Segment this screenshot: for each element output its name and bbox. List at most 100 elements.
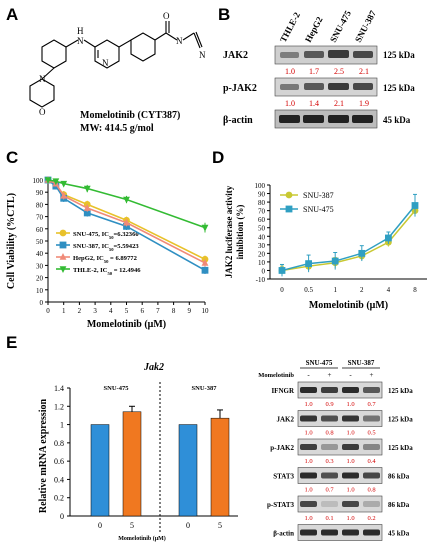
chart-title: Jak2	[143, 362, 164, 373]
x-axis-label: Momelotinib (μM)	[309, 300, 388, 311]
atom-label-n-amide: N	[176, 36, 183, 46]
panel-e-blot: SNU-475 SNU-387 Momelotinib - + - + IFNGR 125 kD…	[258, 359, 413, 541]
atom-label-n-pyr1: N	[102, 58, 109, 68]
legend-label: SNU-475	[303, 205, 334, 214]
y-axis-label: Relative mRNA expression	[38, 398, 49, 513]
y-tick-label: 20	[258, 250, 266, 258]
x-tick-label: 1	[333, 286, 337, 294]
x-tick-label: 2	[360, 286, 364, 294]
blot-strip	[297, 467, 383, 484]
blot-band	[363, 472, 380, 479]
blot-strip	[297, 438, 383, 456]
blot-band	[342, 529, 359, 536]
blot-band	[342, 501, 359, 507]
bar	[122, 411, 142, 517]
y-tick-label: 0	[262, 267, 266, 275]
y-tick-label: 0	[60, 512, 64, 521]
x-tick-label: 2	[78, 307, 82, 315]
y-tick-label: 0	[40, 299, 44, 307]
legend-marker	[59, 229, 67, 237]
blot-strip	[274, 109, 378, 129]
x-tick-label: 7	[156, 307, 160, 315]
data-point	[331, 257, 339, 265]
y-tick-label: 100	[255, 182, 266, 190]
lane-label: THLE-2	[278, 10, 302, 44]
blot-row-label: p-JAK2	[223, 83, 257, 94]
y-tick-label: 20	[36, 275, 44, 283]
blot-band	[342, 415, 359, 422]
y-tick-label: 60	[258, 216, 266, 224]
blot-strip	[297, 381, 383, 399]
treatment-sign: -	[307, 371, 310, 379]
treatment-sign: -	[349, 371, 352, 379]
data-point	[60, 191, 68, 199]
kda-label: 125 kDa	[388, 416, 413, 424]
blot-band	[300, 472, 317, 479]
bar	[178, 424, 198, 517]
treatment-sign: +	[328, 371, 332, 379]
panel-letter-a: A	[6, 5, 19, 24]
band-value: 1.7	[309, 67, 319, 76]
blot-row-label: JAK2	[223, 50, 248, 61]
x-tick-label: 0	[186, 521, 190, 530]
kda-label: 125 kDa	[388, 444, 413, 452]
blot-band	[321, 415, 338, 422]
legend-marker	[59, 266, 67, 273]
legend-marker	[285, 191, 293, 199]
blot-band	[363, 529, 380, 536]
y-tick-label: 1.2	[54, 402, 64, 411]
band-value: 1.4	[309, 99, 319, 108]
panel-letter-c: C	[6, 148, 19, 167]
kda-label: 45 kDa	[383, 115, 411, 125]
band-value: 2.1	[334, 99, 344, 108]
blot-row-label: STAT3	[273, 473, 294, 481]
atom-label-o-amide: O	[163, 11, 170, 21]
x-tick-label: 9	[188, 307, 192, 315]
data-point	[201, 258, 209, 266]
band-value: 1.0	[346, 515, 354, 522]
blot-strip	[274, 77, 378, 97]
kda-label: 45 kDa	[388, 530, 410, 538]
data-point	[83, 204, 91, 211]
band-value: 0.8	[325, 430, 333, 437]
band-value: 1.0	[304, 430, 312, 437]
data-point	[278, 267, 286, 274]
y-axis-label: JAK2 luciferase activityinhibition (%)	[224, 185, 245, 278]
y-tick-label: 0.6	[54, 457, 64, 466]
y-tick-label: 100	[33, 177, 44, 185]
x-tick-label: 8	[172, 307, 176, 315]
group-label: SNU-475	[306, 359, 333, 367]
kda-label: 125 kDa	[388, 387, 413, 395]
legend-marker	[59, 253, 67, 260]
drug-name: Momelotinib (CYT387)	[80, 110, 180, 121]
blot-row-label: β-actin	[273, 530, 294, 538]
x-tick-label: 5	[130, 521, 134, 530]
band-value: 1.0	[304, 401, 312, 408]
band-value: 1.0	[304, 515, 312, 522]
y-tick-label: 10	[36, 287, 44, 295]
band-value: 1.0	[304, 487, 312, 494]
atom-label-h: H	[77, 26, 84, 36]
kda-label: 125 kDa	[383, 83, 415, 93]
drug-mw: MW: 414.5 g/mol	[80, 123, 154, 134]
data-point	[201, 266, 209, 274]
band-value: 1.0	[346, 401, 354, 408]
band-value: 1.0	[346, 430, 354, 437]
momelotinib-structure-icon	[29, 21, 203, 108]
y-tick-label: 80	[36, 201, 44, 209]
panel-letter-d: D	[212, 148, 225, 167]
blot-band	[300, 501, 317, 507]
y-tick-label: 0.4	[54, 475, 64, 484]
blot-strip	[297, 410, 383, 427]
band-value: 2.1	[359, 67, 369, 76]
band-value: 1.0	[346, 487, 354, 494]
kda-label: 86 kDa	[388, 501, 410, 509]
panel-letter-e: E	[6, 333, 18, 352]
blot-band	[300, 529, 317, 536]
y-tick-label: 1	[60, 421, 64, 430]
y-tick-label: 30	[36, 262, 44, 270]
blot-band	[300, 387, 317, 393]
bar	[210, 417, 230, 517]
y-tick-label: 30	[258, 242, 266, 250]
